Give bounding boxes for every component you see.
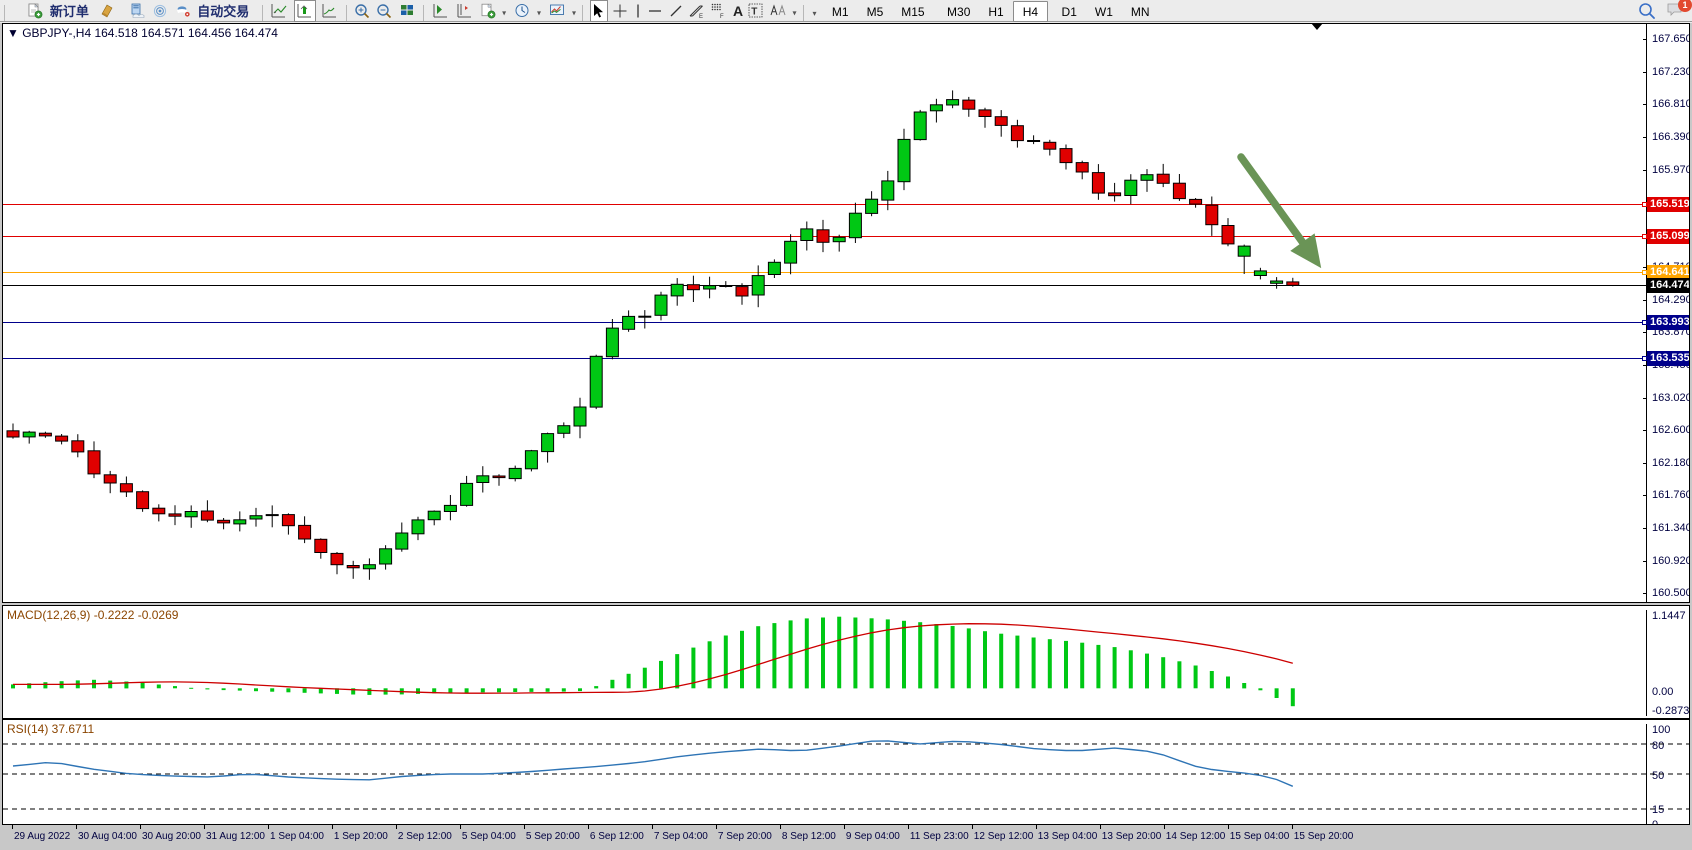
svg-text:T: T <box>751 7 757 18</box>
svg-text:E: E <box>699 14 703 19</box>
svg-text:F: F <box>720 14 724 19</box>
